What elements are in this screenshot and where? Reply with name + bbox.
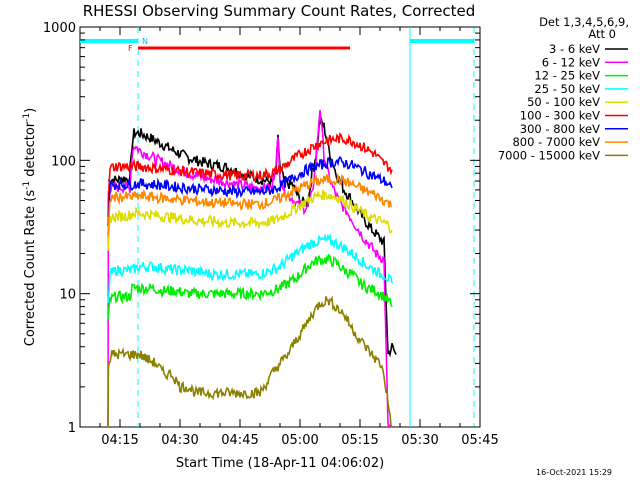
y-tick-label: 1000 xyxy=(43,21,76,36)
legend-label: 25 - 50 keV xyxy=(534,82,600,96)
series-line xyxy=(107,172,393,236)
legend-label: 12 - 25 keV xyxy=(534,69,600,83)
legend-header-line-2: Att 0 xyxy=(588,27,616,41)
legend-label: 7000 - 15000 keV xyxy=(498,148,600,162)
series-line xyxy=(107,253,393,321)
x-tick-label: 04:45 xyxy=(221,433,258,448)
ticks-layer: 04:15 04:30 04:45 05:00 05:15 05:30 05:45 1 10 10… xyxy=(43,21,499,448)
legend-label: 100 - 300 keV xyxy=(520,109,600,123)
annotation-layer xyxy=(80,27,475,427)
legend-label: 50 - 100 keV xyxy=(527,95,600,109)
night-marker-label: N xyxy=(142,37,148,46)
y-tick-label: 100 xyxy=(51,154,76,169)
footer-date: 16-Oct-2021 15:29 xyxy=(536,468,612,477)
chart-title: RHESSI Observing Summary Count Rates, Co… xyxy=(83,2,476,20)
x-axis-label: Start Time (18-Apr-11 04:06:02) xyxy=(176,456,384,471)
y-tick-label: 10 xyxy=(59,288,76,303)
series-layer xyxy=(107,109,397,427)
legend-label: 6 - 12 keV xyxy=(542,55,600,69)
x-tick-label: 04:30 xyxy=(161,433,198,448)
series-line xyxy=(107,295,393,427)
series-line xyxy=(107,232,393,303)
legend-label: 800 - 7000 keV xyxy=(512,135,600,149)
x-tick-label: 05:45 xyxy=(461,433,498,448)
x-tick-label: 05:15 xyxy=(341,433,378,448)
legend-label: 3 - 6 keV xyxy=(549,42,600,56)
x-tick-label: 05:30 xyxy=(401,433,438,448)
x-tick-label: 04:15 xyxy=(101,433,138,448)
y-tick-label: 1 xyxy=(68,421,76,436)
series-line xyxy=(107,155,393,226)
series-line xyxy=(107,132,393,217)
x-tick-label: 05:00 xyxy=(281,433,318,448)
legend-header-line-1: Det 1,3,4,5,6,9, xyxy=(539,15,629,29)
legend-label: 300 - 800 keV xyxy=(520,122,600,136)
series-line xyxy=(107,189,393,251)
y-axis-label: Corrected Count Rate (s-1 detector-1) xyxy=(22,108,38,346)
flare-marker-label: F xyxy=(128,44,133,53)
